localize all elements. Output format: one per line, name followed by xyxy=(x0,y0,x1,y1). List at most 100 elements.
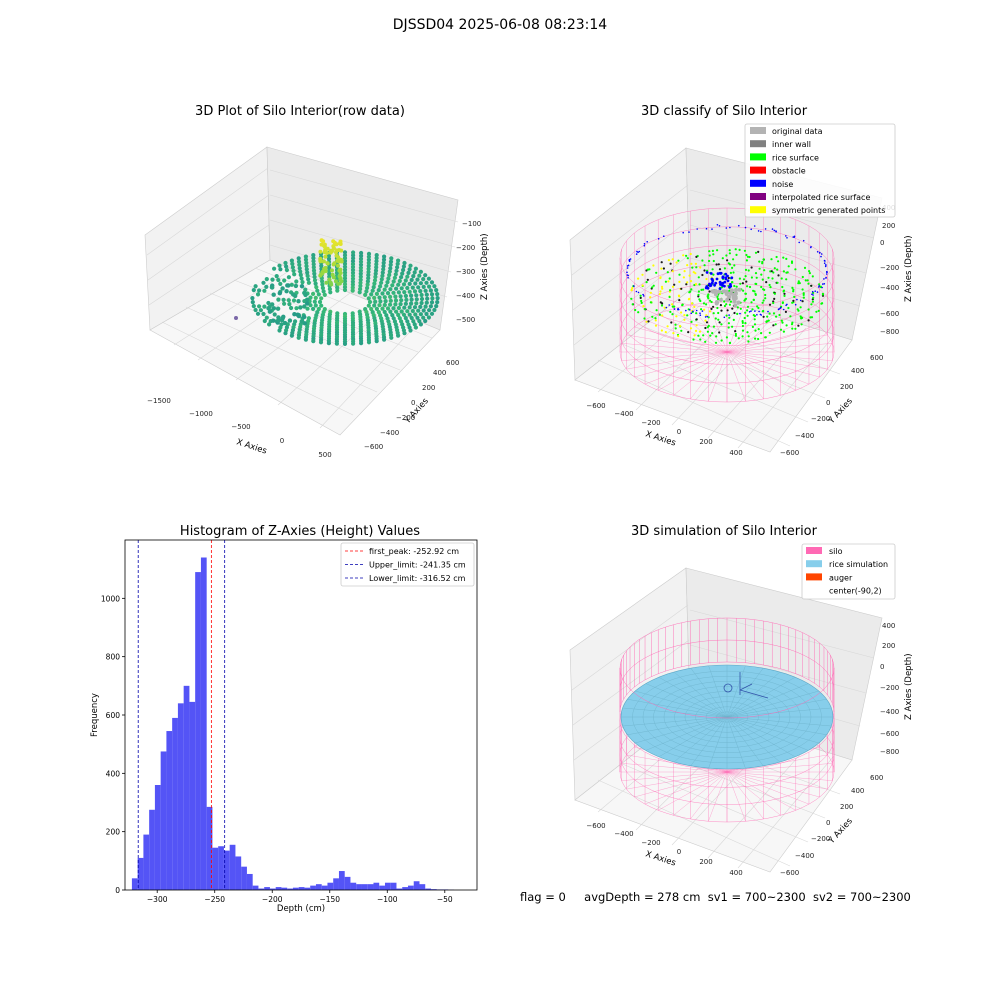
noise-point xyxy=(646,241,648,243)
scatter-point xyxy=(289,305,294,311)
x-tick-label: 400 xyxy=(729,449,742,457)
histogram-bar xyxy=(195,572,201,890)
classified-point xyxy=(786,271,789,274)
noise-point xyxy=(786,237,788,239)
scatter-point xyxy=(401,267,406,273)
classified-point xyxy=(664,280,668,283)
classified-point xyxy=(643,308,646,311)
scatter-point xyxy=(327,265,332,270)
scatter-point xyxy=(405,274,410,279)
classified-point xyxy=(745,280,748,283)
scatter-point xyxy=(311,253,316,258)
z-tick-label: −200 xyxy=(456,244,475,252)
silo-spoke xyxy=(634,771,728,798)
scatter-point xyxy=(292,272,297,277)
classified-point xyxy=(641,284,644,287)
silo-spoke xyxy=(634,326,728,353)
scatter-point xyxy=(313,303,318,308)
classified-point xyxy=(705,303,708,306)
classified-point xyxy=(780,277,783,280)
noise-point xyxy=(637,291,640,294)
scatter-point xyxy=(432,284,437,289)
z-tick-label: −200 xyxy=(880,684,899,692)
sv2-value: sv2 = 700~2300 xyxy=(812,890,911,904)
classified-point xyxy=(802,293,805,296)
classified-point xyxy=(801,275,804,279)
rice-mesh-spoke xyxy=(708,716,728,769)
scatter-point xyxy=(322,292,327,297)
scatter-point xyxy=(391,279,396,284)
classified-point xyxy=(746,331,749,334)
classified-point xyxy=(743,316,746,320)
scatter-point xyxy=(270,302,275,307)
scatter-point xyxy=(382,309,387,315)
noise-point xyxy=(673,308,676,310)
classified-point xyxy=(669,289,672,292)
classified-point xyxy=(700,308,703,311)
legend-label: obstacle xyxy=(772,167,806,176)
classified-point xyxy=(678,273,681,276)
scatter-point xyxy=(296,259,302,264)
panel1-floor-pane xyxy=(149,259,441,436)
scatter-point xyxy=(396,290,401,295)
scatter-point xyxy=(432,307,437,313)
classified-point xyxy=(691,266,694,269)
classified-point xyxy=(660,304,664,307)
classified-point xyxy=(773,292,777,295)
histogram-bar xyxy=(160,751,167,890)
scatter-point xyxy=(297,262,302,267)
scatter-point xyxy=(374,256,379,261)
rice-mesh-spoke xyxy=(635,716,728,744)
scatter-point xyxy=(277,263,282,268)
classified-point xyxy=(697,290,701,293)
silo-spoke xyxy=(726,326,820,353)
silo-spoke xyxy=(726,754,828,773)
classified-point xyxy=(758,267,761,270)
classified-point xyxy=(752,298,755,301)
noise-point xyxy=(754,310,756,312)
classified-point xyxy=(706,330,710,333)
classified-point xyxy=(652,284,655,287)
classified-point xyxy=(728,341,732,344)
scatter-point xyxy=(366,303,371,308)
panel3-title: Histogram of Z-Axies (Height) Values xyxy=(179,524,421,539)
scatter-point xyxy=(407,312,412,317)
classified-point xyxy=(727,326,730,329)
scatter-point xyxy=(350,262,356,267)
classified-point xyxy=(660,329,664,332)
x-tick-label: −400 xyxy=(614,410,633,418)
classified-point xyxy=(694,262,698,265)
classified-point xyxy=(704,319,707,322)
scatter-point xyxy=(391,306,396,311)
original-data-point xyxy=(737,287,742,292)
classified-point xyxy=(705,321,709,324)
flag-value: flag = 0 xyxy=(520,890,566,904)
scatter-point xyxy=(411,274,416,279)
scatter-point xyxy=(424,280,429,285)
noise-point xyxy=(744,226,747,229)
legend-label: rice simulation xyxy=(829,560,888,569)
classified-point xyxy=(712,273,715,276)
scatter-point xyxy=(421,308,426,313)
histogram-legend-label: Lower_limit: -316.52 cm xyxy=(369,574,466,583)
classified-point xyxy=(745,259,749,262)
classified-point xyxy=(768,303,772,306)
scatter-point xyxy=(365,285,370,291)
classified-point xyxy=(791,321,794,324)
classified-point xyxy=(741,321,744,324)
classified-point xyxy=(808,272,812,275)
histogram-bar xyxy=(287,888,293,890)
classified-point xyxy=(693,334,696,337)
z-tick-label: −100 xyxy=(462,220,481,228)
scatter-point xyxy=(371,285,376,290)
classified-point xyxy=(787,306,790,310)
scatter-point xyxy=(276,277,281,283)
y-tick-label: −600 xyxy=(364,443,383,451)
scatter-point xyxy=(264,284,269,289)
x-tick-label: −200 xyxy=(641,839,660,847)
classified-point xyxy=(754,337,757,340)
classified-point xyxy=(741,329,745,332)
classified-point xyxy=(798,282,801,285)
classified-point xyxy=(729,271,733,274)
noise-point xyxy=(721,276,725,280)
